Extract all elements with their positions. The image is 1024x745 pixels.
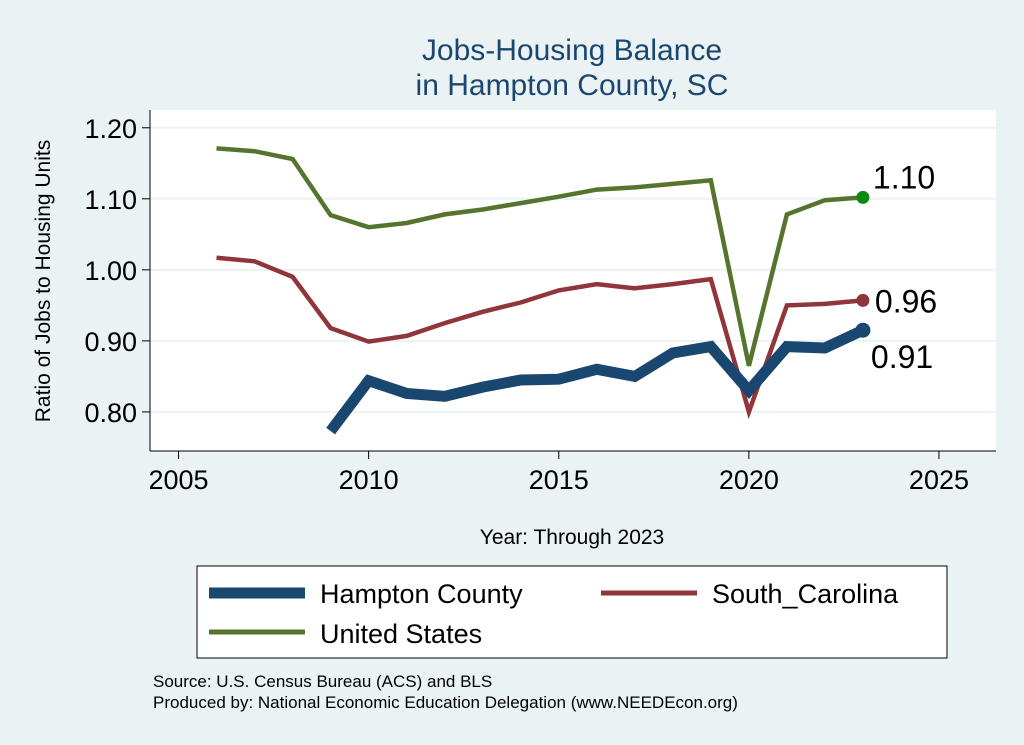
legend-label-united-states: United States — [320, 619, 482, 649]
x-tick-label: 2020 — [719, 465, 779, 495]
y-tick-label: 1.20 — [84, 114, 137, 144]
legend-label-south-carolina: South_Carolina — [712, 579, 899, 609]
x-tick-label: 2005 — [148, 465, 208, 495]
end-label-south-carolina: 0.96 — [875, 283, 937, 319]
x-tick-label: 2010 — [339, 465, 399, 495]
series-line-south-carolina — [216, 255, 864, 420]
series-lines — [216, 146, 866, 435]
y-axis-ticks: 0.80 0.90 1.00 1.10 1.20 — [84, 114, 150, 428]
chart-title-line1: Jobs-Housing Balance — [422, 34, 722, 67]
end-point-united-states — [856, 190, 870, 204]
series-line-united-states — [216, 146, 864, 367]
x-tick-label: 2015 — [529, 465, 589, 495]
y-tick-label: 1.00 — [84, 256, 137, 286]
chart-title-line2: in Hampton County, SC — [416, 69, 729, 102]
legend: Hampton County South_Carolina United Sta… — [196, 565, 948, 659]
plot-area — [150, 110, 996, 451]
x-axis-ticks: 2005 2010 2015 2020 2025 — [148, 451, 969, 495]
series-line-hampton-county — [326, 325, 866, 435]
y-tick-label: 0.80 — [84, 398, 137, 428]
x-axis-label: Year: Through 2023 — [480, 526, 665, 549]
source-note: Source: U.S. Census Bureau (ACS) and BLS — [153, 672, 492, 691]
end-label-united-states: 1.10 — [873, 159, 935, 195]
end-point-south-carolina — [856, 293, 870, 307]
legend-label-hampton: Hampton County — [320, 579, 523, 609]
producer-note: Produced by: National Economic Education… — [153, 693, 738, 712]
end-point-hampton-county — [855, 322, 871, 338]
end-markers: 0.91 0.96 1.10 — [855, 159, 937, 375]
end-label-hampton-county: 0.91 — [871, 339, 933, 375]
y-axis-label: Ratio of Jobs to Housing Units — [32, 140, 55, 422]
legend-box — [196, 565, 948, 659]
y-tick-label: 1.10 — [84, 185, 137, 215]
x-tick-label: 2025 — [909, 465, 969, 495]
y-tick-label: 0.90 — [84, 327, 137, 357]
